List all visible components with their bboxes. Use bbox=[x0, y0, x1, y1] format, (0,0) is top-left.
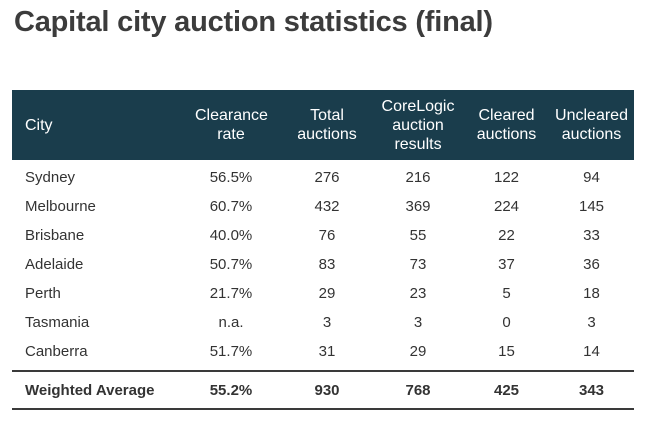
table-row: Melbourne 60.7% 432 369 224 145 bbox=[12, 192, 634, 221]
cell-city: Brisbane bbox=[25, 227, 85, 244]
table-row: Perth 21.7% 29 23 5 18 bbox=[12, 279, 634, 308]
cell-cleared: 5 bbox=[502, 285, 511, 302]
cell-corelogic-results: 216 bbox=[405, 169, 431, 186]
cell-uncleared: 36 bbox=[583, 256, 600, 273]
cell-uncleared: 145 bbox=[578, 198, 605, 215]
cell-cleared: 37 bbox=[498, 256, 515, 273]
header-city: City bbox=[12, 90, 180, 160]
header-cleared-auctions-label: Cleared auctions bbox=[476, 107, 537, 143]
total-row: Weighted Average 55.2% 930 768 425 343 bbox=[12, 370, 634, 410]
table-row: Brisbane 40.0% 76 55 22 33 bbox=[12, 221, 634, 250]
cell-clearance-rate: 50.7% bbox=[209, 256, 253, 273]
cell-city: Sydney bbox=[25, 169, 76, 186]
cell-total-auctions: 3 bbox=[322, 314, 332, 331]
cell-corelogic-results: 369 bbox=[405, 198, 431, 215]
header-clearance-rate: Clearance rate bbox=[180, 90, 282, 160]
cell-clearance-rate: 51.7% bbox=[209, 343, 253, 360]
cell-uncleared: 3 bbox=[587, 314, 596, 331]
header-uncleared-auctions-label: Uncleared auctions bbox=[555, 107, 628, 143]
cell-corelogic-results: 55 bbox=[409, 227, 427, 244]
table-header-row: City Clearance rate Total auctions CoreL… bbox=[12, 90, 634, 160]
cell-corelogic-results: 29 bbox=[409, 343, 427, 360]
cell-clearance-rate: 21.7% bbox=[209, 285, 253, 302]
header-cleared-auctions: Cleared auctions bbox=[464, 90, 549, 160]
cell-total-auctions: 76 bbox=[318, 227, 336, 244]
total-cleared: 425 bbox=[464, 370, 549, 410]
cell-clearance-rate: 60.7% bbox=[209, 198, 253, 215]
total-total-auctions: 930 bbox=[282, 370, 372, 410]
total-uncleared: 343 bbox=[549, 370, 634, 410]
cell-city: Tasmania bbox=[25, 314, 90, 331]
table-row: Adelaide 50.7% 83 73 37 36 bbox=[12, 250, 634, 279]
total-clearance-rate: 55.2% bbox=[180, 370, 282, 410]
cell-total-auctions: 276 bbox=[314, 169, 340, 186]
cell-total-auctions: 83 bbox=[318, 256, 336, 273]
total-corelogic-results: 768 bbox=[372, 370, 464, 410]
cell-cleared: 224 bbox=[493, 198, 520, 215]
header-corelogic-results-label: CoreLogic auction results bbox=[381, 97, 455, 153]
cell-total-auctions: 432 bbox=[314, 198, 340, 215]
auction-stats-table: City Clearance rate Total auctions CoreL… bbox=[12, 90, 634, 410]
cell-uncleared: 33 bbox=[583, 227, 600, 244]
cell-cleared: 122 bbox=[493, 169, 520, 186]
cell-corelogic-results: 23 bbox=[409, 285, 427, 302]
header-total-auctions: Total auctions bbox=[282, 90, 372, 160]
total-city: Weighted Average bbox=[12, 370, 180, 410]
cell-cleared: 15 bbox=[498, 343, 515, 360]
cell-uncleared: 18 bbox=[583, 285, 600, 302]
cell-uncleared: 94 bbox=[583, 169, 600, 186]
cell-cleared: 0 bbox=[502, 314, 511, 331]
cell-city: Perth bbox=[25, 285, 61, 302]
cell-total-auctions: 29 bbox=[318, 285, 336, 302]
header-uncleared-auctions: Uncleared auctions bbox=[549, 90, 634, 160]
cell-city: Canberra bbox=[25, 343, 88, 360]
cell-clearance-rate: 56.5% bbox=[209, 169, 253, 186]
header-total-auctions-label: Total auctions bbox=[297, 107, 357, 143]
header-clearance-rate-label: Clearance rate bbox=[195, 107, 268, 143]
table-row: Tasmania n.a. 3 3 0 3 bbox=[12, 308, 634, 337]
cell-clearance-rate: 40.0% bbox=[209, 227, 253, 244]
table-row: Canberra 51.7% 31 29 15 14 bbox=[12, 337, 634, 371]
cell-total-auctions: 31 bbox=[318, 343, 336, 360]
header-corelogic-results: CoreLogic auction results bbox=[372, 90, 464, 160]
cell-uncleared: 14 bbox=[583, 343, 600, 360]
page-title: Capital city auction statistics (final) bbox=[14, 6, 493, 38]
cell-city: Adelaide bbox=[25, 256, 84, 273]
cell-clearance-rate: n.a. bbox=[218, 314, 244, 331]
cell-corelogic-results: 73 bbox=[409, 256, 427, 273]
cell-city: Melbourne bbox=[25, 198, 96, 215]
cell-cleared: 22 bbox=[498, 227, 515, 244]
cell-corelogic-results: 3 bbox=[413, 314, 423, 331]
table-row: Sydney 56.5% 276 216 122 94 bbox=[12, 160, 634, 192]
